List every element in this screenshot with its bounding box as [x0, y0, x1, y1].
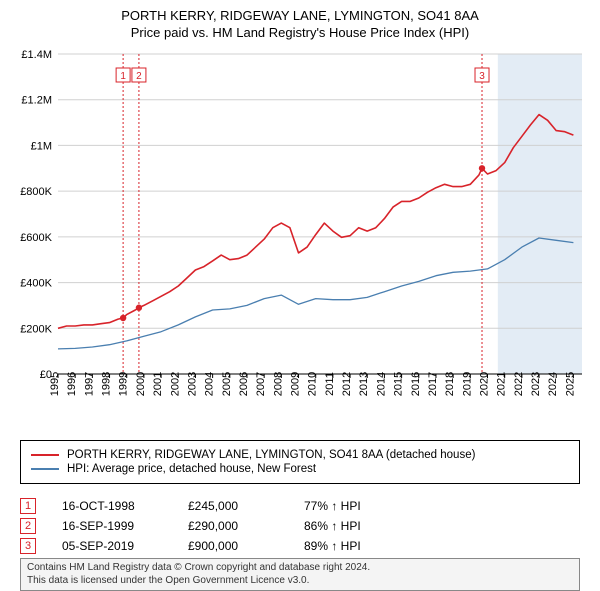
attribution-footer: Contains HM Land Registry data © Crown c… [20, 558, 580, 591]
sale-price: £290,000 [188, 519, 278, 533]
svg-text:2021: 2021 [496, 372, 508, 396]
svg-text:£200K: £200K [20, 323, 52, 335]
svg-text:2006: 2006 [238, 372, 250, 396]
sale-pct-vs-hpi: 77% ↑ HPI [304, 499, 394, 513]
svg-text:2001: 2001 [152, 372, 164, 396]
legend: PORTH KERRY, RIDGEWAY LANE, LYMINGTON, S… [20, 440, 580, 484]
footer-line-1: Contains HM Land Registry data © Crown c… [27, 562, 573, 575]
svg-text:2024: 2024 [547, 372, 559, 396]
svg-text:2013: 2013 [358, 372, 370, 396]
svg-text:2016: 2016 [410, 372, 422, 396]
sale-date: 16-SEP-1999 [62, 519, 162, 533]
legend-label: PORTH KERRY, RIDGEWAY LANE, LYMINGTON, S… [67, 449, 475, 461]
svg-text:1995: 1995 [49, 372, 61, 396]
svg-text:£1M: £1M [31, 140, 52, 152]
svg-text:2017: 2017 [427, 372, 439, 396]
sale-row: 2 16-SEP-1999 £290,000 86% ↑ HPI [20, 518, 394, 534]
legend-swatch-hpi [31, 468, 59, 470]
legend-row: HPI: Average price, detached house, New … [31, 463, 569, 475]
sale-price: £900,000 [188, 539, 278, 553]
sale-marker-badge: 3 [20, 538, 36, 554]
sale-marker-badge: 1 [20, 498, 36, 514]
svg-text:2007: 2007 [255, 372, 267, 396]
svg-text:1998: 1998 [101, 372, 113, 396]
svg-text:£1.2M: £1.2M [21, 95, 52, 107]
sale-row: 3 05-SEP-2019 £900,000 89% ↑ HPI [20, 538, 394, 554]
svg-text:2023: 2023 [530, 372, 542, 396]
svg-text:2: 2 [136, 71, 142, 82]
svg-text:2015: 2015 [393, 372, 405, 396]
svg-text:2000: 2000 [135, 372, 147, 396]
svg-text:2018: 2018 [444, 372, 456, 396]
footer-line-2: This data is licensed under the Open Gov… [27, 575, 573, 588]
svg-text:2012: 2012 [341, 372, 353, 396]
sale-row: 1 16-OCT-1998 £245,000 77% ↑ HPI [20, 498, 394, 514]
svg-text:1996: 1996 [66, 372, 78, 396]
svg-text:£400K: £400K [20, 278, 52, 290]
svg-text:1999: 1999 [118, 372, 130, 396]
svg-text:2004: 2004 [204, 372, 216, 396]
sale-marker-badge: 2 [20, 518, 36, 534]
legend-row: PORTH KERRY, RIDGEWAY LANE, LYMINGTON, S… [31, 449, 569, 461]
svg-text:2019: 2019 [461, 372, 473, 396]
svg-text:2014: 2014 [375, 372, 387, 396]
legend-label: HPI: Average price, detached house, New … [67, 463, 316, 475]
svg-text:2010: 2010 [307, 372, 319, 396]
svg-text:2002: 2002 [169, 372, 181, 396]
chart-title: PORTH KERRY, RIDGEWAY LANE, LYMINGTON, S… [0, 0, 600, 40]
svg-text:2003: 2003 [186, 372, 198, 396]
sale-pct-vs-hpi: 89% ↑ HPI [304, 539, 394, 553]
svg-text:3: 3 [479, 71, 485, 82]
price-index-figure: { "title": { "line1": "PORTH KERRY, RIDG… [0, 0, 600, 590]
sale-pct-vs-hpi: 86% ↑ HPI [304, 519, 394, 533]
svg-text:2020: 2020 [479, 372, 491, 396]
svg-text:2008: 2008 [272, 372, 284, 396]
sale-price: £245,000 [188, 499, 278, 513]
line-chart-svg: £0£200K£400K£600K£800K£1M£1.2M£1.4M19951… [10, 48, 590, 438]
svg-text:£1.4M: £1.4M [21, 49, 52, 61]
legend-swatch-property [31, 454, 59, 456]
chart-area: £0£200K£400K£600K£800K£1M£1.2M£1.4M19951… [10, 48, 590, 443]
svg-text:2022: 2022 [513, 372, 525, 396]
title-line-1: PORTH KERRY, RIDGEWAY LANE, LYMINGTON, S… [0, 8, 600, 23]
svg-text:£600K: £600K [20, 232, 52, 244]
svg-text:1997: 1997 [83, 372, 95, 396]
svg-text:2011: 2011 [324, 372, 336, 396]
svg-text:£800K: £800K [20, 186, 52, 198]
svg-text:1: 1 [120, 71, 126, 82]
svg-text:2005: 2005 [221, 372, 233, 396]
svg-text:2009: 2009 [290, 372, 302, 396]
title-line-2: Price paid vs. HM Land Registry's House … [0, 25, 600, 40]
sales-table: 1 16-OCT-1998 £245,000 77% ↑ HPI 2 16-SE… [20, 494, 394, 558]
sale-date: 05-SEP-2019 [62, 539, 162, 553]
svg-text:2025: 2025 [564, 372, 576, 396]
sale-date: 16-OCT-1998 [62, 499, 162, 513]
